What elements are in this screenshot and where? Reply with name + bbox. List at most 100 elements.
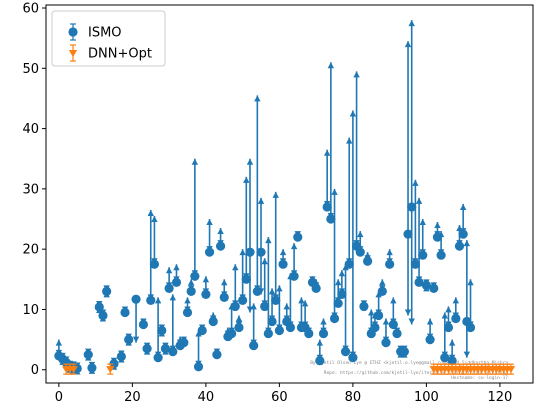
watermark-line: By:Kjetil Olsen Lye @ ETHZ <kjetil.o.lye… — [310, 360, 508, 366]
ismo-errorbar-upper-cap — [272, 191, 279, 198]
ismo-point — [344, 259, 354, 269]
ismo-point — [212, 350, 222, 360]
ismo-point — [274, 325, 284, 336]
x-tick-label: 0 — [55, 390, 63, 405]
legend-dnn-label: DNN+Opt — [88, 47, 152, 62]
ismo-point — [98, 310, 108, 321]
ismo-errorbar-upper-cap — [221, 279, 228, 286]
ismo-errorbar-upper-cap — [441, 312, 448, 319]
y-tick-label: 60 — [22, 2, 39, 17]
ismo-errorbar-upper-cap — [452, 297, 460, 304]
ismo-errorbar-lower-cap — [257, 288, 265, 295]
ismo-point — [146, 295, 156, 306]
ismo-point — [116, 351, 126, 362]
x-tick-label: 40 — [198, 390, 215, 405]
ismo-point — [429, 283, 439, 293]
ismo-errorbar-lower-cap — [132, 336, 140, 343]
ismo-point — [138, 319, 148, 330]
legend: ISMO DNN+Opt — [51, 10, 166, 67]
ismo-point — [142, 344, 152, 354]
ismo-point — [399, 347, 409, 357]
ismo-errorbar-upper-cap — [434, 222, 441, 229]
ismo-errorbar-upper-cap — [257, 197, 265, 204]
legend-dnn-marker — [68, 50, 78, 57]
ismo-errorbar-upper-cap — [283, 303, 290, 310]
ismo-errorbar-upper-cap — [250, 303, 257, 310]
ismo-point — [131, 294, 141, 304]
ismo-errorbar-upper-cap — [346, 137, 353, 144]
ismo-point — [440, 353, 450, 363]
ismo-point — [340, 347, 351, 357]
ismo-errorbar-upper-cap — [265, 237, 272, 244]
ismo-point — [421, 280, 432, 290]
ismo-errorbar-upper-cap — [379, 279, 386, 286]
ismo-point — [443, 322, 454, 333]
y-tick-label: 0 — [31, 363, 39, 378]
ismo-errorbar-upper-cap — [382, 318, 390, 325]
ismo-point — [168, 347, 178, 357]
ismo-point — [260, 301, 270, 312]
ismo-point — [190, 271, 200, 281]
ismo-point — [385, 259, 395, 269]
ismo-point — [94, 302, 104, 312]
ismo-point — [182, 307, 193, 318]
ismo-point — [120, 307, 130, 318]
ismo-errorbar-upper-cap — [298, 297, 305, 304]
ismo-errorbar-upper-cap — [448, 339, 456, 346]
ismo-errorbar-upper-cap — [184, 297, 191, 304]
ismo-point — [329, 313, 340, 324]
ismo-point — [160, 344, 171, 354]
ismo-point — [333, 298, 343, 309]
y-tick-label: 50 — [22, 62, 39, 77]
ismo-point — [289, 271, 299, 281]
ismo-errorbar-upper-cap — [261, 258, 268, 265]
ismo-errorbar-upper-cap — [55, 339, 63, 346]
ismo-point — [267, 316, 277, 327]
ismo-point — [102, 286, 112, 296]
ismo-errorbar-upper-cap — [235, 315, 243, 322]
ismo-errorbar-upper-cap — [301, 300, 309, 307]
ismo-errorbar-upper-cap — [368, 309, 375, 316]
ismo-errorbar-upper-cap — [173, 264, 180, 271]
ismo-point — [436, 250, 446, 260]
ismo-errorbar-upper-cap — [338, 270, 346, 277]
ismo-point — [249, 341, 259, 351]
ismo-errorbar-upper-cap — [268, 288, 276, 295]
axes: 0 20 40 60 80 100 120 0 10 20 30 40 50 60 — [22, 2, 534, 405]
ismo-point — [311, 283, 321, 293]
ismo-point — [193, 362, 204, 372]
legend-ismo-marker — [68, 27, 78, 37]
ismo-point — [451, 313, 461, 324]
x-tick-label: 100 — [414, 390, 439, 405]
ismo-point — [322, 202, 332, 212]
ismo-errorbar-upper-cap — [151, 216, 158, 223]
y-tick-label: 30 — [22, 182, 39, 197]
ismo-point — [157, 325, 167, 336]
ismo-errorbar-upper-cap — [147, 209, 154, 216]
ismo-errorbar-lower-cap — [463, 351, 471, 358]
ismo-point — [124, 334, 134, 345]
ismo-point — [234, 322, 244, 333]
ismo-errorbar-upper-cap — [408, 20, 415, 27]
ismo-point — [318, 328, 329, 339]
dnn-point — [69, 366, 78, 374]
ismo-point — [370, 322, 380, 333]
ismo-point — [326, 214, 336, 224]
ismo-point — [407, 202, 417, 212]
x-tick-label: 120 — [488, 390, 513, 405]
ismo-point — [271, 295, 281, 306]
ismo-point — [414, 277, 424, 287]
ismo-point — [83, 350, 93, 360]
ismo-point — [359, 301, 369, 312]
ismo-errorbar-upper-cap — [187, 279, 195, 286]
ismo-point — [149, 259, 160, 269]
ismo-point — [215, 241, 226, 251]
ismo-point — [238, 295, 248, 306]
ismo-errorbar-upper-cap — [331, 188, 338, 195]
ismo-errorbar-upper-cap — [386, 249, 393, 256]
ismo-point — [425, 334, 435, 345]
ismo-point — [403, 229, 413, 239]
ismo-errorbar-upper-cap — [165, 267, 173, 274]
ismo-point — [256, 247, 266, 257]
